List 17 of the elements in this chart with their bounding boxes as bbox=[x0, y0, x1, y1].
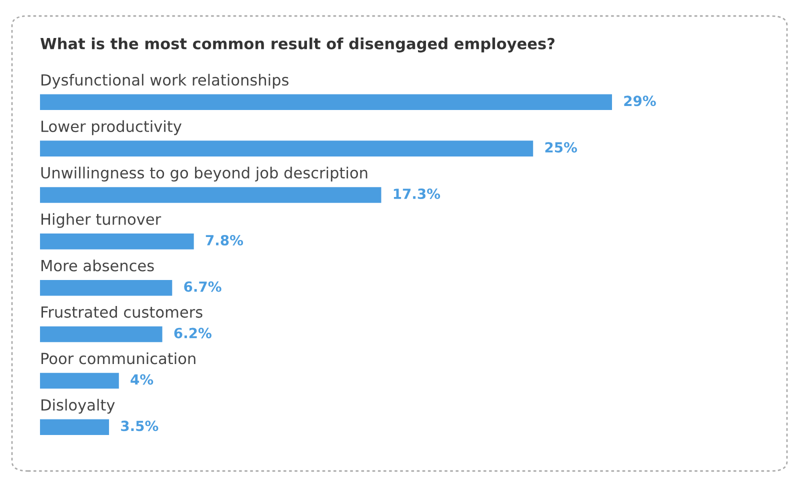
y-tick-label: Frustrated customers bbox=[42, 306, 202, 318]
y-tick-label: Unwillingness to go beyond job description bbox=[41, 166, 368, 182]
y-tick-label: Poor communication bbox=[42, 352, 196, 364]
y-tick-label: Disloyalty bbox=[42, 398, 115, 414]
data-label: 29% bbox=[624, 96, 656, 106]
data-label: 4% bbox=[130, 374, 154, 385]
chart-title: What is the most common result of disengaged employees? bbox=[40, 38, 554, 52]
y-tick-label: More absences bbox=[42, 260, 154, 272]
y-tick-label: Higher turnover bbox=[42, 213, 162, 228]
data-label: 25% bbox=[545, 142, 578, 153]
data-label: 6.7% bbox=[184, 281, 222, 292]
data-label: 3.5% bbox=[121, 420, 158, 432]
data-label: 17.3% bbox=[394, 188, 440, 200]
data-label: 7.8% bbox=[206, 234, 244, 246]
data-label: 6.2% bbox=[174, 328, 212, 338]
y-tick-label: Lower productivity bbox=[42, 120, 182, 136]
y-tick-label: Dysfunctional work relationships bbox=[42, 74, 288, 89]
